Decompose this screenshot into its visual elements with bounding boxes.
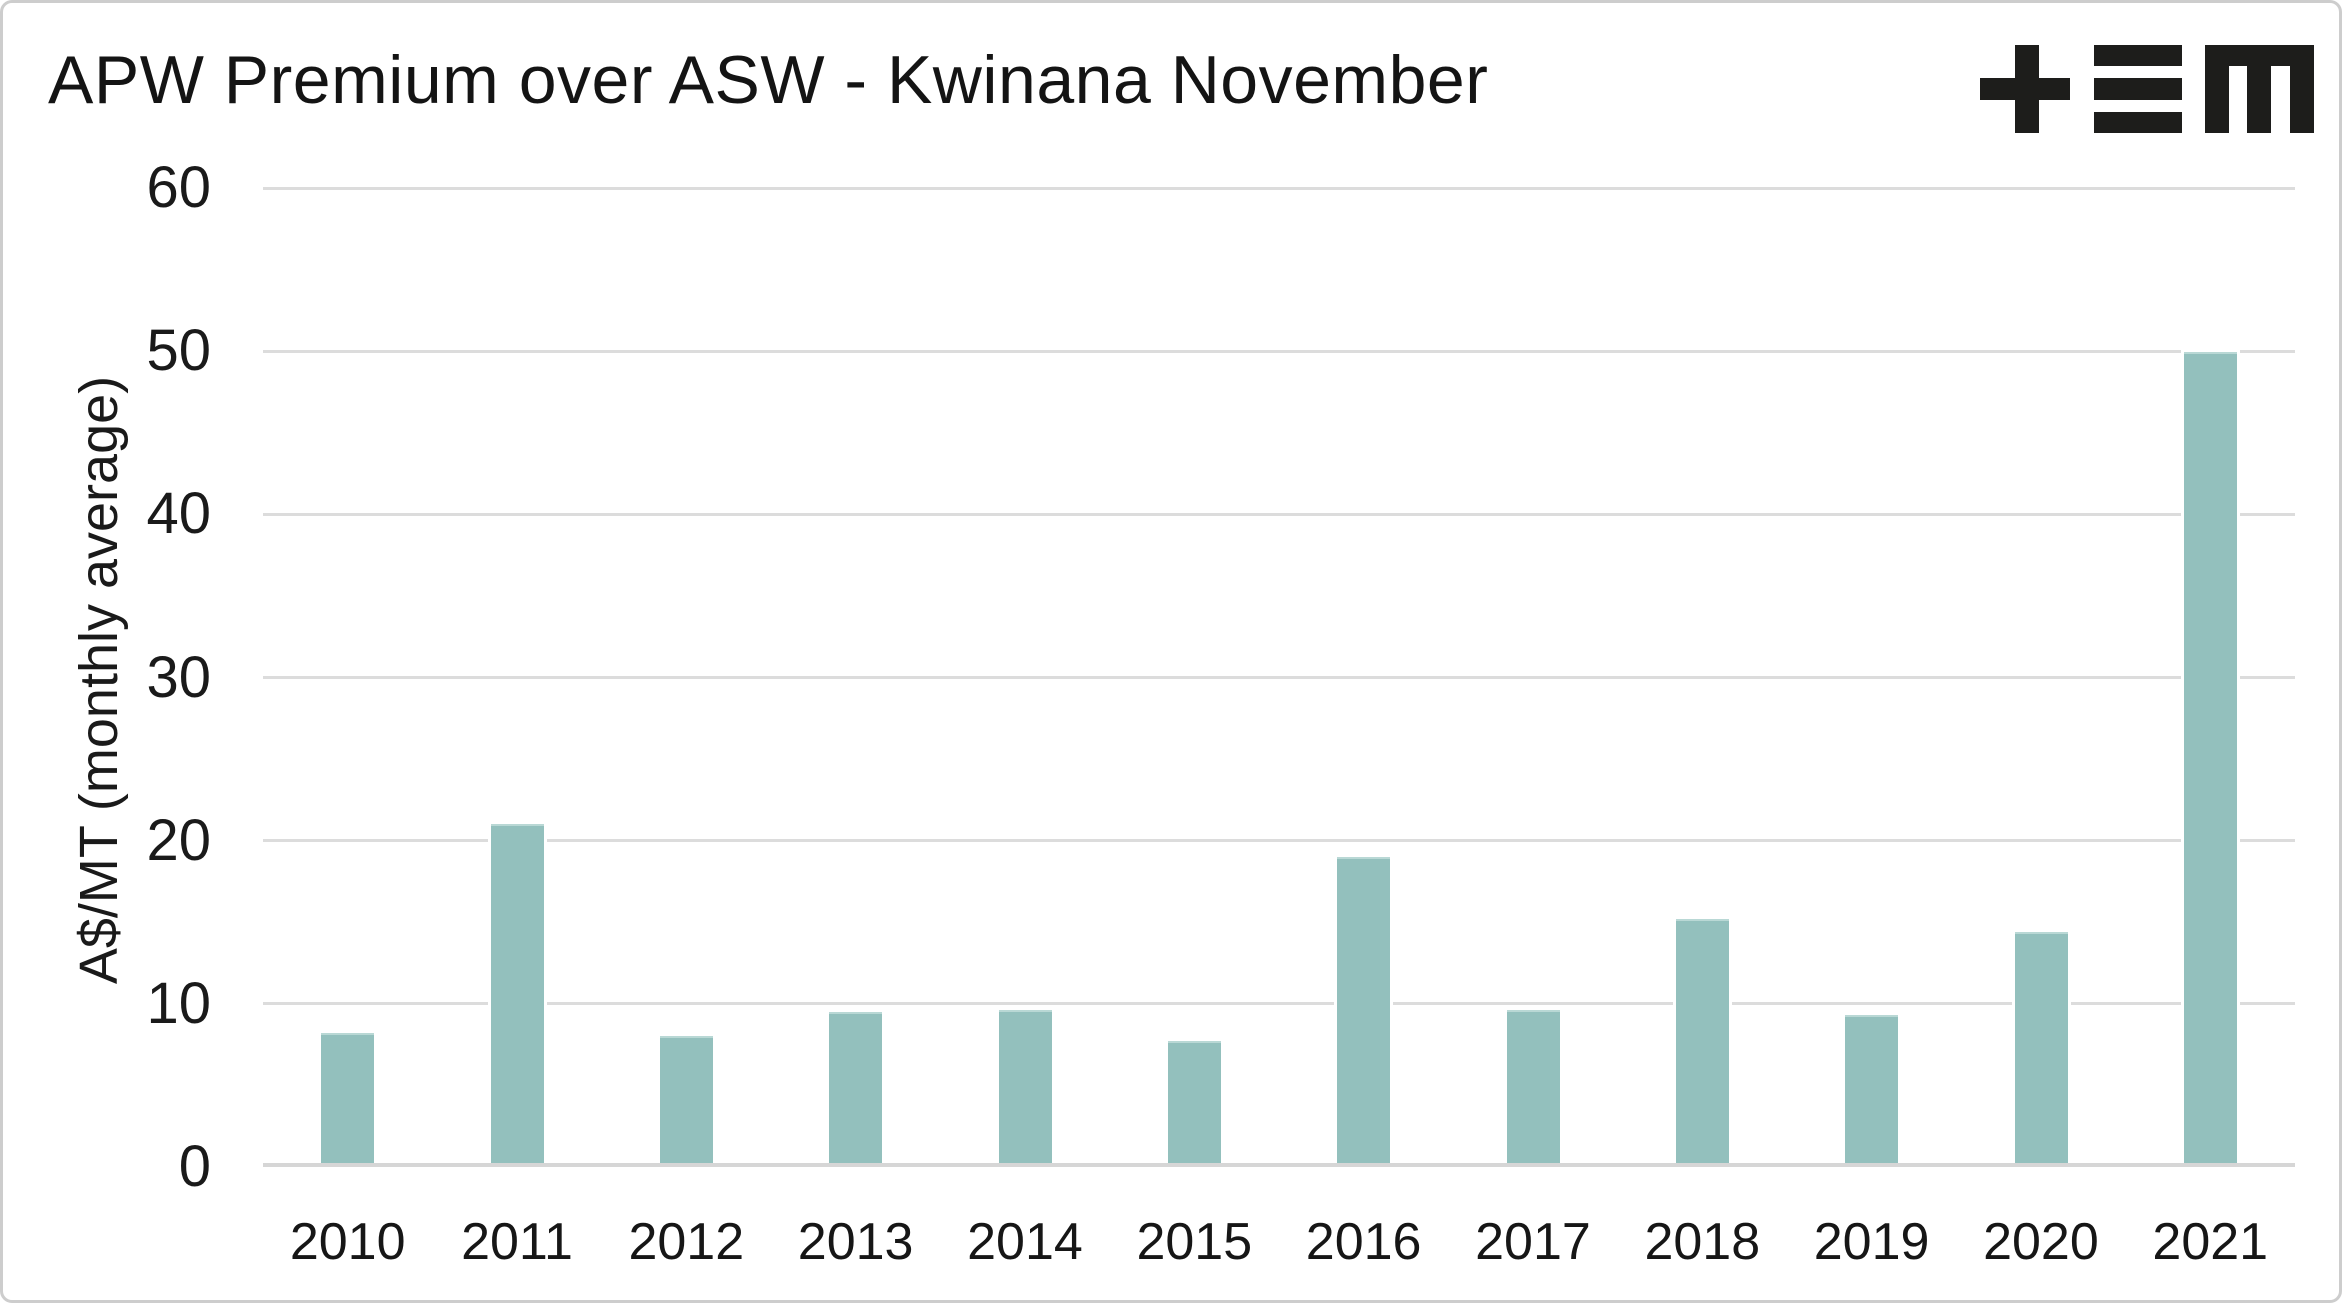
x-tick-label-2011: 2011: [461, 1213, 573, 1271]
y-tick-label-50: 50: [146, 318, 211, 384]
y-tick-label-30: 30: [146, 644, 211, 710]
x-tick-label-2016: 2016: [1305, 1213, 1422, 1271]
y-tick-label-60: 60: [146, 155, 211, 220]
logo-plus-horizontal: [1980, 78, 2070, 100]
x-tick-label-2019: 2019: [1813, 1213, 1930, 1271]
bar-2021: [2183, 352, 2237, 1167]
x-tick-label-2020: 2020: [1983, 1213, 2099, 1271]
bar-2019: [1845, 1014, 1899, 1167]
bar-2016: [1337, 856, 1391, 1167]
bar-2015: [1167, 1041, 1221, 1167]
tem-logo: [1980, 45, 2314, 133]
logo-bar-top: [2094, 45, 2182, 66]
x-axis-line: [263, 1163, 2295, 1167]
x-tick-label-2013: 2013: [797, 1213, 914, 1271]
x-tick-label-2021: 2021: [2152, 1213, 2269, 1271]
bar-2010: [321, 1032, 375, 1167]
bar-2020: [2014, 931, 2068, 1167]
gridline-60: [263, 186, 2295, 190]
logo-m-leg-right: [2290, 45, 2314, 133]
logo-bar-bottom: [2094, 112, 2182, 133]
gridline-50: [263, 349, 2295, 353]
y-axis-tick-labels: 0 10 20 30 40 50 60: [3, 3, 211, 1300]
y-tick-label-40: 40: [146, 481, 211, 547]
x-tick-label-2012: 2012: [628, 1213, 745, 1271]
gridline-10: [263, 1002, 2295, 1006]
bar-2017: [1506, 1010, 1560, 1167]
logo-bar-middle: [2094, 78, 2182, 100]
bar-2013: [829, 1011, 883, 1167]
gridline-20: [263, 839, 2295, 843]
logo-m-leg-middle: [2247, 45, 2271, 133]
logo-m-leg-left: [2205, 45, 2229, 133]
y-tick-label-20: 20: [146, 807, 211, 873]
x-tick-label-2010: 2010: [289, 1213, 406, 1271]
y-tick-label-0: 0: [178, 1134, 211, 1199]
y-tick-label-10: 10: [146, 970, 211, 1036]
bar-2014: [998, 1010, 1052, 1167]
x-tick-label-2018: 2018: [1644, 1213, 1761, 1271]
gridline-30: [263, 676, 2295, 679]
bar-2011: [490, 823, 544, 1167]
x-tick-label-2014: 2014: [967, 1213, 1083, 1271]
x-axis-tick-labels: 2010 2011 2012 2013 2014 2015 2016 2017 2018 2019…: [263, 1211, 2295, 1281]
x-tick-label-2017: 2017: [1475, 1213, 1591, 1271]
bar-2012: [659, 1036, 713, 1167]
bar-2018: [1675, 918, 1729, 1167]
x-tick-label-2015: 2015: [1136, 1213, 1253, 1271]
chart-title: APW Premium over ASW - Kwinana November: [48, 42, 1489, 118]
gridline-40: [263, 512, 2295, 516]
plot-area: [263, 186, 2295, 1167]
